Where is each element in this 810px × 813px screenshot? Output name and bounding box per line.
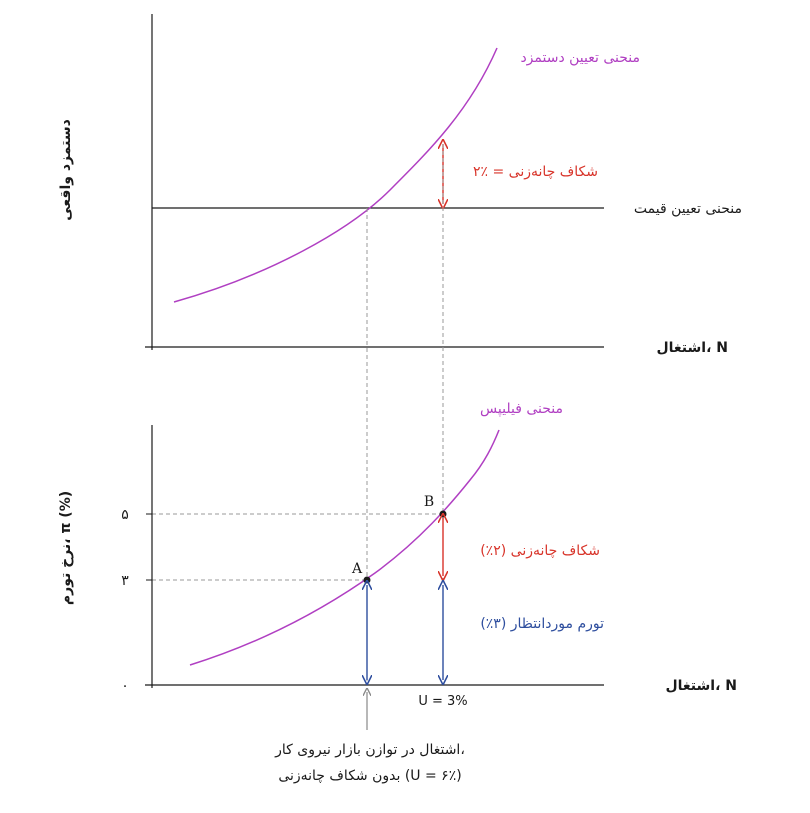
top-gap-label: ۲٪ = شکاف چانه‌زنی xyxy=(473,164,598,180)
top-y-axis-label: دستمزد واقعی xyxy=(58,119,74,221)
bottom-x-axis-label: اشتغال، N xyxy=(665,678,737,694)
point-b-label: B xyxy=(424,494,434,510)
caption-line-2: بدون شکاف چانه‌زنی (U = ۶٪) xyxy=(278,768,461,784)
tick-label-5: ۵ xyxy=(121,507,129,523)
point-a xyxy=(363,576,371,584)
bottom-y-axis-label: نرخ تورم، π (%) xyxy=(58,491,74,605)
phillips-curve-label: منحنی فیلیپس xyxy=(480,401,563,417)
tick-label-3: ۳ xyxy=(121,573,129,589)
price-setting-curve-label: منحنی تعیین قیمت xyxy=(634,201,742,217)
wage-setting-curve xyxy=(173,47,498,303)
u-label: U = 3% xyxy=(418,694,467,709)
top-x-axis-label: اشتغال، N xyxy=(656,340,728,356)
point-b xyxy=(439,510,447,518)
caption: اشتغال در توازن بازار نیروی کار، بدون شک… xyxy=(274,742,465,784)
phillips-curve xyxy=(189,429,500,666)
point-a-label: A xyxy=(351,561,363,577)
bottom-panel: نرخ تورم، π (%) اشتغال، N ۵ ۳ ۰ منحنی فی… xyxy=(58,401,737,730)
caption-line-1: اشتغال در توازن بازار نیروی کار، xyxy=(274,742,465,758)
bottom-gap-label: شکاف چانه‌زنی (۲٪) xyxy=(480,543,600,559)
top-panel: دستمزد واقعی اشتغال، N منحنی تعیین قیمت … xyxy=(58,14,742,356)
guide-lines xyxy=(152,144,444,685)
tick-label-0: ۰ xyxy=(121,678,129,694)
wage-setting-curve-label: منحنی تعیین دستمزد xyxy=(520,50,640,66)
expected-inflation-label: تورم موردانتظار (۳٪) xyxy=(480,616,604,632)
